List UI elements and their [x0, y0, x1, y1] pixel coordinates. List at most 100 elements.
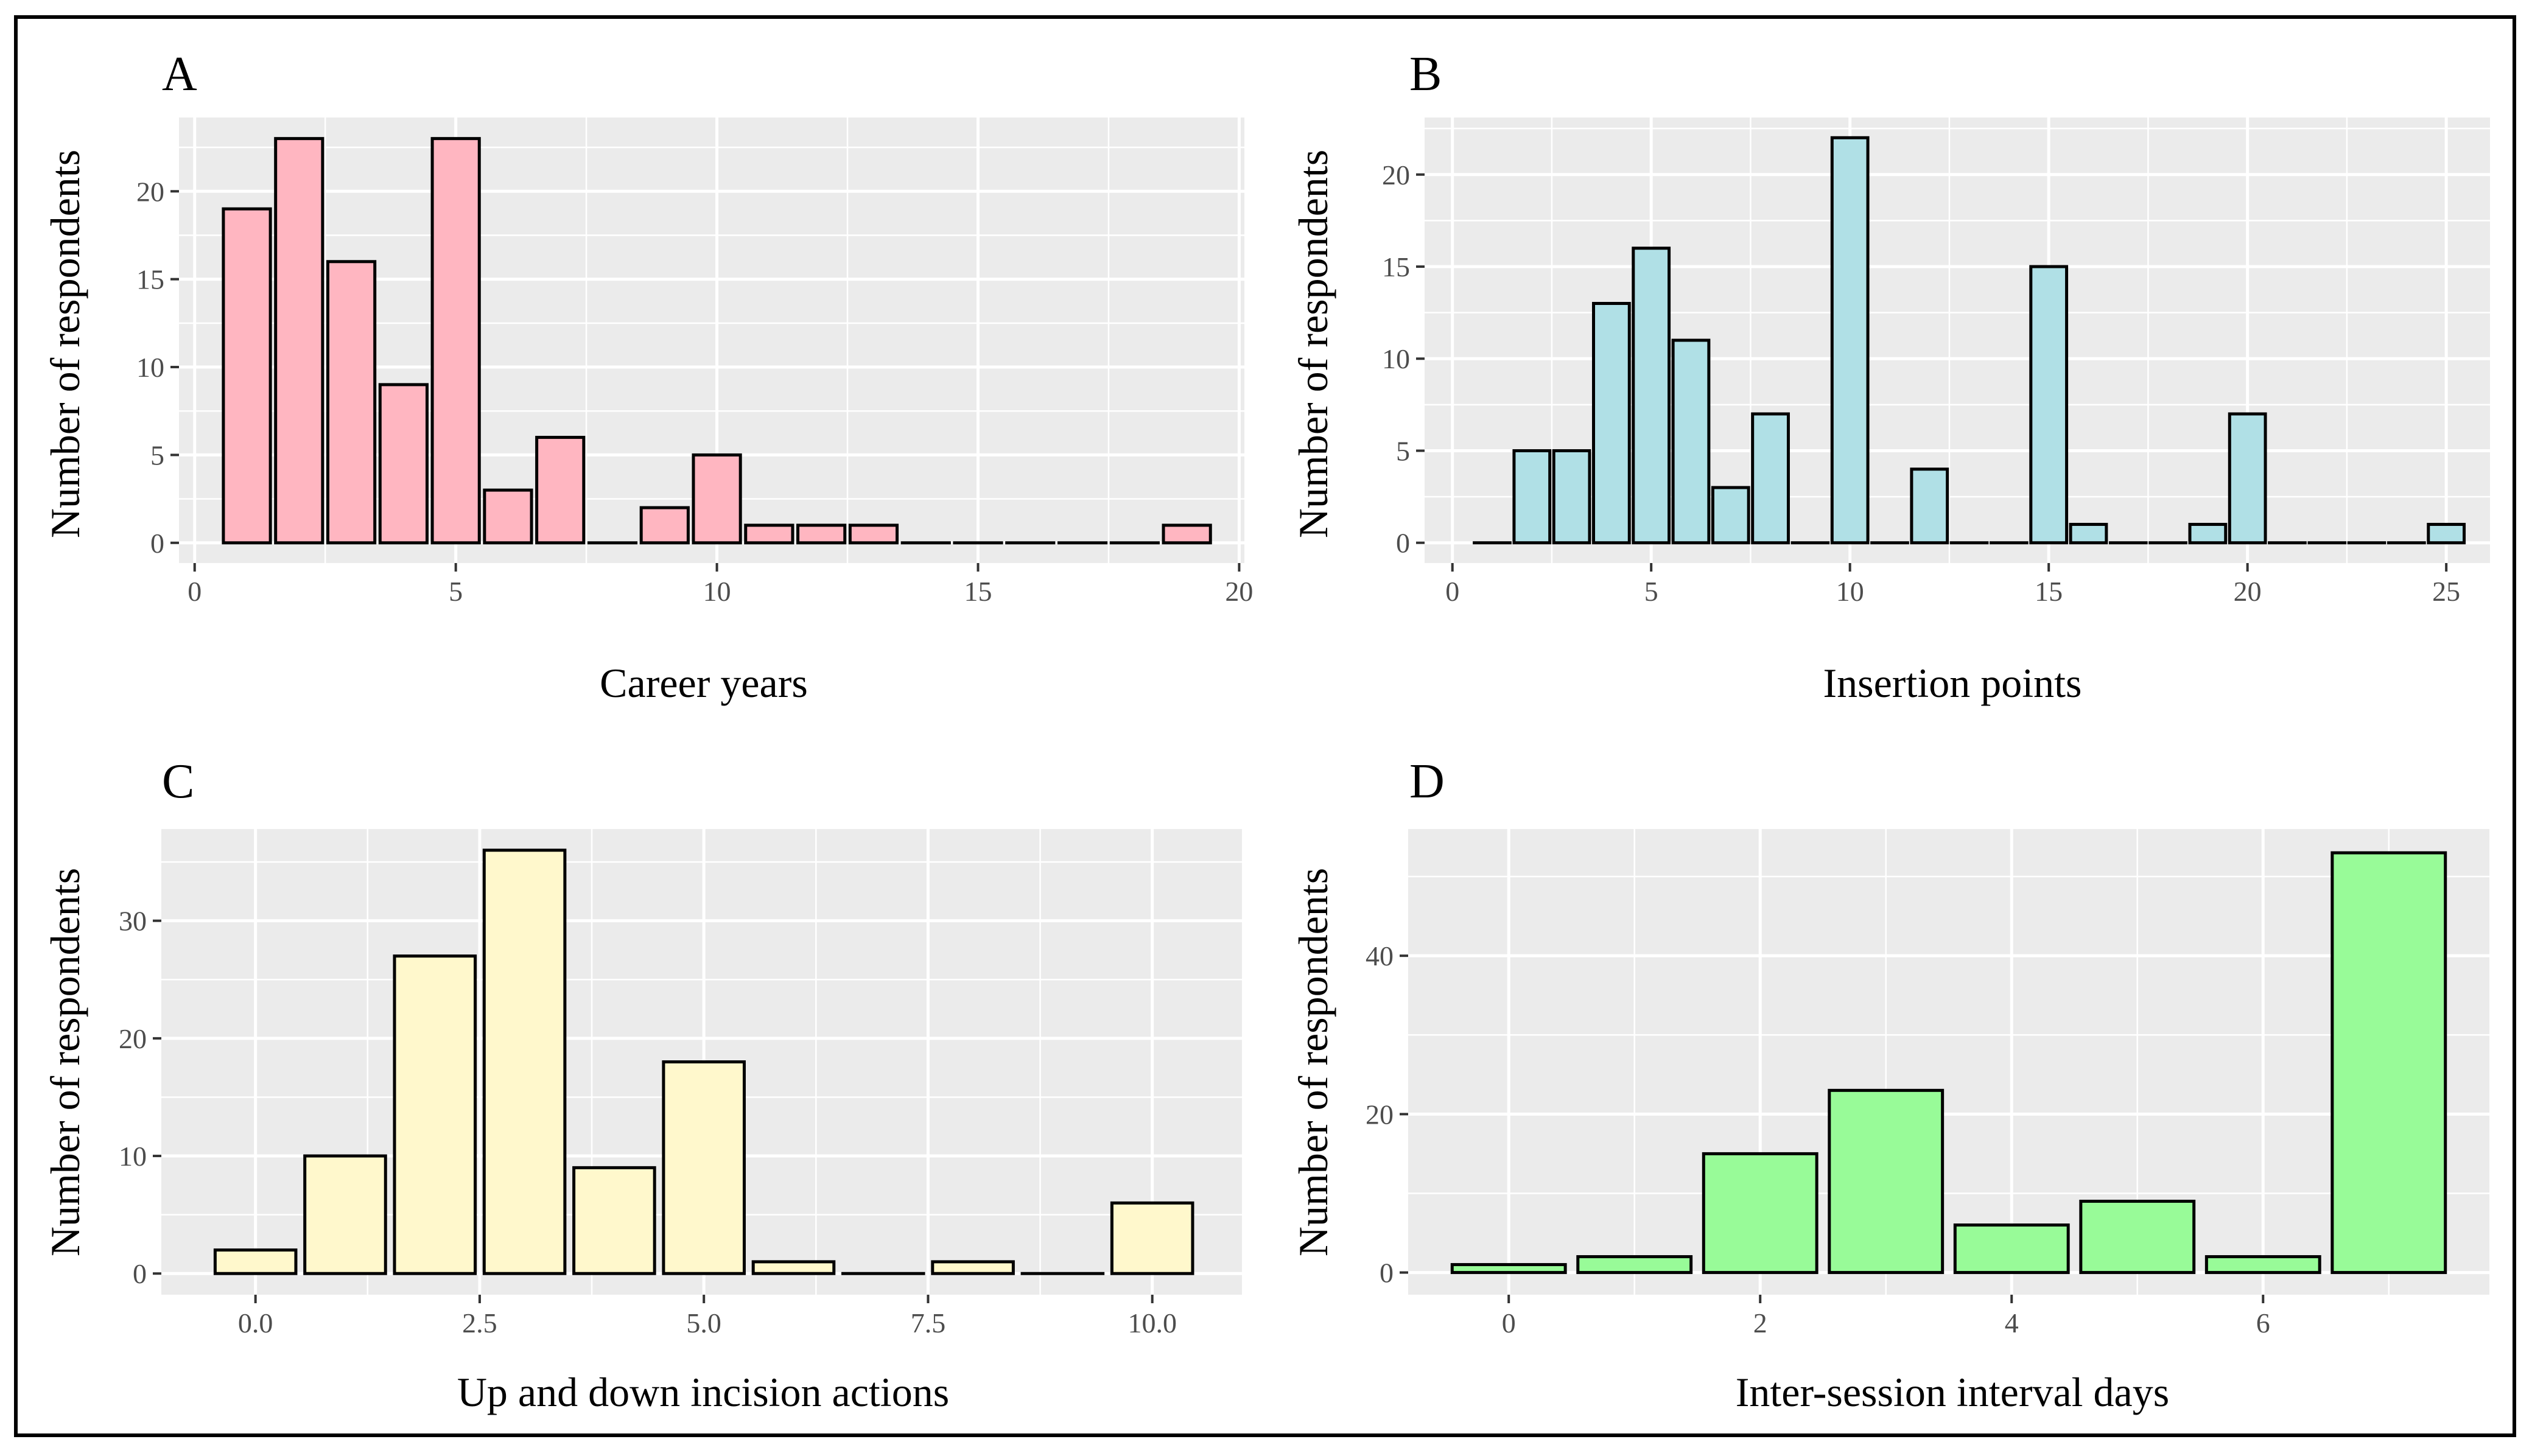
panel-c-y-tick-label: 20: [119, 1023, 147, 1054]
panel-b-bar: [1910, 467, 1949, 545]
panel-b-x-tick-label: 5: [1644, 576, 1658, 607]
panel-b: B 0 5 10 15 20 25 0 5 10 15 20 Insertion points N…: [1290, 47, 2490, 706]
panel-b-bar: [1512, 449, 1552, 545]
panel-d-bar: [1576, 1255, 1693, 1275]
panel-a-tag: A: [162, 47, 197, 101]
panel-d: D 0 2 4 6 0 20 40 Inter-session interval days…: [1290, 755, 2489, 1415]
panel-b-bar: [2188, 522, 2228, 545]
panel-a-bar: [1162, 523, 1212, 545]
panel-c-x-tick-label: 0.0: [238, 1307, 273, 1339]
panel-d-bar: [1953, 1223, 2070, 1275]
panel-d-bar: [1450, 1263, 1567, 1275]
panel-c-bar: [662, 1060, 746, 1275]
panel-a-y-tick-label: 0: [150, 528, 164, 559]
panel-c-y-axis-title: Number of respondents: [42, 868, 88, 1256]
panel-d-bar: [2204, 1255, 2321, 1275]
panel-c-bars: [213, 849, 1194, 1275]
panel-d-tag: D: [1409, 755, 1445, 808]
panel-b-bar: [1632, 247, 1671, 545]
panel-d-y-tick-label: 20: [1366, 1099, 1394, 1130]
panel-a-bar: [378, 383, 429, 545]
panel-b-x-tick-label: 25: [2432, 576, 2460, 607]
panel-a-bar: [744, 523, 794, 545]
panel-b-bar: [1830, 136, 1870, 545]
panel-b-bar: [2029, 265, 2069, 545]
panel-d-x-tick-label: 4: [2005, 1307, 2019, 1339]
panel-d-bars: [1450, 851, 2447, 1275]
panel-d-y-tick-label: 40: [1366, 940, 1394, 971]
panel-a-x-ticks: 0 5 10 15 20: [188, 563, 1253, 607]
panel-b-bar: [1751, 412, 1790, 545]
panel-a-x-tick-label: 5: [449, 576, 463, 607]
panel-b-bar: [1711, 486, 1750, 545]
panel-b-y-axis-title: Number of respondents: [1290, 150, 1336, 538]
panel-b-y-tick-label: 5: [1396, 435, 1410, 466]
panel-a-bars: [222, 137, 1212, 545]
panel-d-plot-area: [1408, 829, 2489, 1295]
panel-c-bar: [393, 954, 477, 1275]
panel-b-tag: B: [1409, 47, 1442, 101]
panel-b-y-tick-label: 10: [1382, 343, 1410, 374]
panel-c-x-tick-label: 5.0: [686, 1307, 721, 1339]
panel-a-bar: [639, 506, 690, 545]
panel-c-y-tick-label: 30: [119, 906, 147, 937]
panel-d-bar: [2079, 1199, 2196, 1275]
panel-b-y-tick-label: 15: [1382, 251, 1410, 282]
panel-b-bar: [1592, 302, 1631, 545]
panel-b-y-tick-label: 20: [1382, 159, 1410, 191]
panel-b-x-axis-title: Insertion points: [1823, 660, 2082, 706]
panel-a-y-tick-label: 10: [136, 352, 164, 383]
panel-d-y-tick-label: 0: [1380, 1258, 1394, 1289]
panel-c: C 0.0 2.5 5.0 7.5 10.0 0 10 20 30 Up and down i…: [42, 755, 1242, 1415]
panel-a-bar: [326, 260, 377, 545]
panel-c-bar: [482, 849, 567, 1275]
panel-d-x-ticks: 0 2 4 6: [1502, 1295, 2270, 1339]
panel-a-x-tick-label: 0: [188, 576, 202, 607]
panel-d-y-ticks: 0 20 40: [1366, 940, 1408, 1289]
panel-b-x-tick-label: 10: [1836, 576, 1864, 607]
panel-a-bar: [535, 436, 586, 545]
panel-d-y-axis-title: Number of respondents: [1290, 868, 1336, 1256]
panel-c-bar: [572, 1166, 656, 1275]
panel-a-y-tick-label: 5: [150, 439, 164, 471]
panel-c-bar: [751, 1260, 836, 1275]
panel-c-bar: [213, 1248, 298, 1275]
panel-d-bar: [1828, 1088, 1945, 1275]
panel-d-x-tick-label: 6: [2256, 1307, 2270, 1339]
panel-b-x-tick-label: 20: [2234, 576, 2262, 607]
panel-c-y-tick-label: 10: [119, 1141, 147, 1172]
panel-c-y-ticks: 0 10 20 30: [119, 906, 161, 1289]
panel-a-bar: [848, 523, 899, 545]
panel-c-tag: C: [162, 755, 194, 808]
panel-c-bar: [1110, 1201, 1194, 1275]
panel-a-y-ticks: 0 5 10 15 20: [136, 176, 179, 559]
panel-a-x-tick-label: 15: [964, 576, 992, 607]
panel-b-bar: [1671, 338, 1711, 545]
panel-c-x-tick-label: 2.5: [462, 1307, 497, 1339]
panel-c-x-tick-label: 10.0: [1127, 1307, 1177, 1339]
panel-b-x-tick-label: 15: [2035, 576, 2063, 607]
panel-b-bar: [1552, 449, 1591, 545]
panel-a-y-axis-title: Number of respondents: [42, 150, 88, 538]
panel-d-bar: [1702, 1152, 1818, 1275]
panel-c-bar: [931, 1260, 1015, 1275]
panel-b-bar: [2069, 522, 2108, 545]
panel-b-x-ticks: 0 5 10 15 20 25: [1445, 563, 2460, 607]
panel-a-y-tick-label: 15: [136, 264, 164, 295]
panel-d-x-tick-label: 2: [1753, 1307, 1767, 1339]
panel-d-x-tick-label: 0: [1502, 1307, 1516, 1339]
panel-c-bar: [303, 1154, 387, 1275]
panel-d-x-axis-title: Inter-session interval days: [1736, 1369, 2169, 1415]
panel-a-x-axis-title: Career years: [600, 660, 808, 706]
panel-a-bar: [222, 207, 272, 545]
panel-b-y-ticks: 0 5 10 15 20: [1382, 159, 1425, 559]
panel-b-bar: [2228, 412, 2267, 545]
panel-c-y-tick-label: 0: [133, 1258, 147, 1289]
panel-a-bar: [796, 523, 847, 545]
panel-a-bar: [692, 453, 742, 545]
panel-c-x-ticks: 0.0 2.5 5.0 7.5 10.0: [238, 1295, 1177, 1339]
panel-c-x-axis-title: Up and down incision actions: [457, 1369, 949, 1415]
panel-b-x-tick-label: 0: [1445, 576, 1459, 607]
panel-a-x-tick-label: 20: [1225, 576, 1253, 607]
